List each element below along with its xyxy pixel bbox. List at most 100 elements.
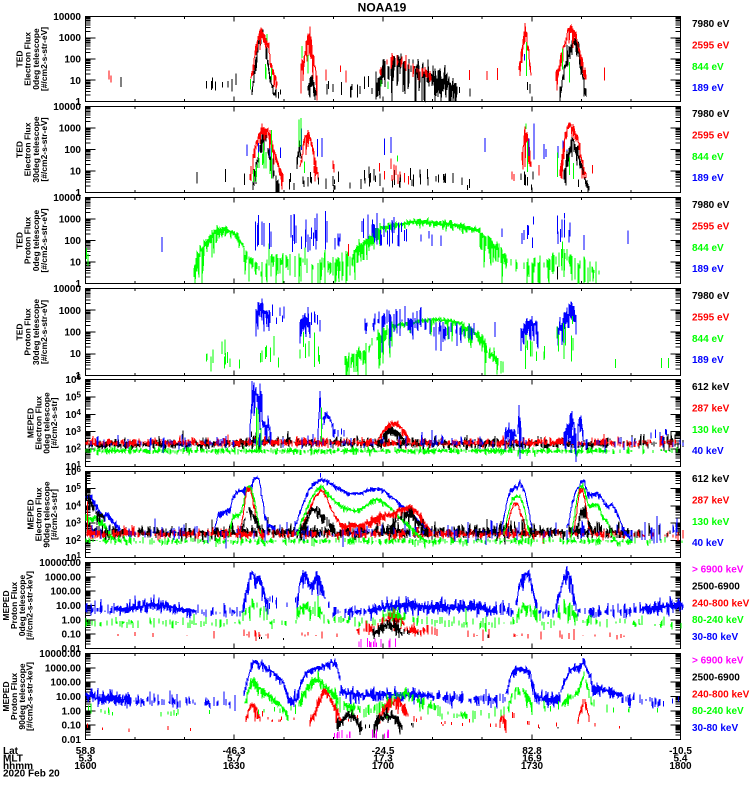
svg-text:MLT: MLT (3, 754, 23, 765)
svg-text:612 keV: 612 keV (692, 474, 730, 485)
svg-text:2500-6900: 2500-6900 (692, 673, 740, 684)
svg-text:2595 eV: 2595 eV (692, 41, 730, 52)
svg-text:10000: 10000 (53, 12, 81, 23)
svg-text:-46.3: -46.3 (223, 746, 246, 757)
svg-text:82.8: 82.8 (522, 746, 542, 757)
svg-text:844 eV: 844 eV (692, 152, 724, 163)
svg-text:10: 10 (70, 258, 82, 269)
svg-text:10.00: 10.00 (56, 692, 81, 703)
svg-text:240-800 keV: 240-800 keV (692, 599, 750, 610)
svg-text:130 keV: 130 keV (692, 517, 730, 528)
svg-text:1000: 1000 (59, 215, 82, 226)
svg-text:Electron Flux: Electron Flux (23, 122, 33, 176)
svg-text:612 keV: 612 keV (692, 382, 730, 393)
svg-text:10: 10 (70, 76, 82, 87)
svg-text:189 eV: 189 eV (692, 264, 724, 275)
svg-text:Proton Flux: Proton Flux (9, 673, 19, 720)
svg-text:0deg telescope: 0deg telescope (31, 210, 41, 272)
svg-text:1000: 1000 (59, 33, 82, 44)
svg-text:TED: TED (15, 324, 25, 341)
svg-text:130 keV: 130 keV (692, 425, 730, 436)
svg-text:-10.5: -10.5 (669, 746, 692, 757)
svg-text:1: 1 (75, 188, 81, 199)
svg-text:-24.5: -24.5 (372, 746, 395, 757)
svg-text:TED: TED (15, 51, 25, 68)
svg-text:[#/cm2-s-str-eV]: [#/cm2-s-str-eV] (39, 27, 49, 91)
svg-text:1600: 1600 (74, 761, 97, 772)
svg-text:2595 eV: 2595 eV (692, 313, 730, 324)
svg-text:189 eV: 189 eV (692, 83, 724, 94)
svg-text:40 keV: 40 keV (692, 446, 724, 457)
svg-text:Electron Flux: Electron Flux (23, 32, 33, 86)
svg-text:Proton Flux: Proton Flux (23, 308, 33, 355)
svg-text:2020 Feb 20: 2020 Feb 20 (3, 769, 60, 780)
svg-text:MEPED: MEPED (1, 681, 11, 711)
svg-text:0.01: 0.01 (62, 735, 82, 746)
svg-text:100: 100 (64, 328, 81, 339)
svg-text:30-80 keV: 30-80 keV (692, 632, 738, 643)
svg-text:1000.00: 1000.00 (45, 573, 82, 584)
svg-text:844 eV: 844 eV (692, 334, 724, 345)
svg-text:10000: 10000 (53, 193, 81, 204)
svg-text:100: 100 (64, 145, 81, 156)
svg-text:TED: TED (15, 232, 25, 249)
svg-text:287 keV: 287 keV (692, 496, 730, 507)
svg-text:0deg telescope: 0deg telescope (31, 28, 41, 90)
svg-text:Proton Flux: Proton Flux (23, 217, 33, 264)
svg-text:30deg telescope: 30deg telescope (31, 299, 41, 365)
svg-text:7980 eV: 7980 eV (692, 19, 730, 30)
svg-text:TED: TED (15, 141, 25, 158)
svg-text:> 6900 keV: > 6900 keV (692, 656, 744, 667)
svg-text:1: 1 (75, 279, 81, 290)
svg-text:[#/cm2-s-str-keV]: [#/cm2-s-str-keV] (25, 571, 35, 640)
svg-text:[#/cm2-s-str]: [#/cm2-s-str] (49, 397, 59, 448)
svg-text:1.00: 1.00 (62, 707, 82, 718)
svg-text:5.4: 5.4 (674, 754, 688, 765)
svg-text:10.00: 10.00 (56, 601, 81, 612)
svg-text:1: 1 (75, 97, 81, 108)
svg-text:10000.00: 10000.00 (39, 649, 81, 660)
svg-text:[#/cm2-s-str-eV]: [#/cm2-s-str-eV] (39, 300, 49, 364)
svg-text:MEPED: MEPED (26, 408, 36, 438)
svg-text:10: 10 (70, 167, 82, 178)
svg-text:10000.00: 10000.00 (39, 558, 81, 569)
svg-text:0.10: 0.10 (62, 721, 82, 732)
svg-text:[#/cm2-s-str]: [#/cm2-s-str] (49, 489, 59, 540)
svg-text:[#/cm2-s-str-eV]: [#/cm2-s-str-eV] (39, 208, 49, 272)
svg-text:1630: 1630 (223, 761, 246, 772)
svg-text:Proton Flux: Proton Flux (9, 582, 19, 629)
svg-text:1000.00: 1000.00 (45, 664, 82, 675)
svg-text:100: 100 (64, 236, 81, 247)
svg-text:1700: 1700 (372, 761, 395, 772)
svg-text:844 eV: 844 eV (692, 243, 724, 254)
svg-text:1000: 1000 (59, 306, 82, 317)
svg-text:0deg telescope: 0deg telescope (42, 392, 52, 454)
svg-text:1: 1 (75, 371, 81, 382)
svg-text:240-800 keV: 240-800 keV (692, 690, 750, 701)
svg-text:1000: 1000 (59, 124, 82, 135)
svg-text:Electron Flux: Electron Flux (34, 487, 44, 541)
svg-text:hhmm: hhmm (3, 761, 33, 772)
svg-text:189 eV: 189 eV (692, 355, 724, 366)
svg-text:16.9: 16.9 (522, 754, 542, 765)
svg-text:58.8: 58.8 (76, 746, 96, 757)
svg-text:2595 eV: 2595 eV (692, 222, 730, 233)
svg-text:40 keV: 40 keV (692, 538, 724, 549)
svg-text:10: 10 (70, 349, 82, 360)
svg-text:0.10: 0.10 (62, 630, 82, 641)
svg-text:MEPED: MEPED (26, 499, 36, 529)
svg-text:10000: 10000 (53, 102, 81, 113)
svg-text:90deg telescope: 90deg telescope (42, 481, 52, 547)
svg-text:5.7: 5.7 (227, 754, 241, 765)
svg-text:287 keV: 287 keV (692, 404, 730, 415)
svg-text:[#/cm2-s-str-keV]: [#/cm2-s-str-keV] (25, 662, 35, 731)
svg-text:100.00: 100.00 (50, 587, 81, 598)
svg-text:NOAA19: NOAA19 (358, 1, 407, 15)
svg-text:0.01: 0.01 (62, 644, 82, 655)
svg-text:30deg telescope: 30deg telescope (31, 116, 41, 182)
svg-text:1.00: 1.00 (62, 616, 82, 627)
svg-text:2500-6900: 2500-6900 (692, 582, 740, 593)
svg-text:17.3: 17.3 (373, 754, 393, 765)
svg-text:[#/cm2-s-str-eV]: [#/cm2-s-str-eV] (39, 117, 49, 181)
svg-text:Lat: Lat (3, 746, 19, 757)
